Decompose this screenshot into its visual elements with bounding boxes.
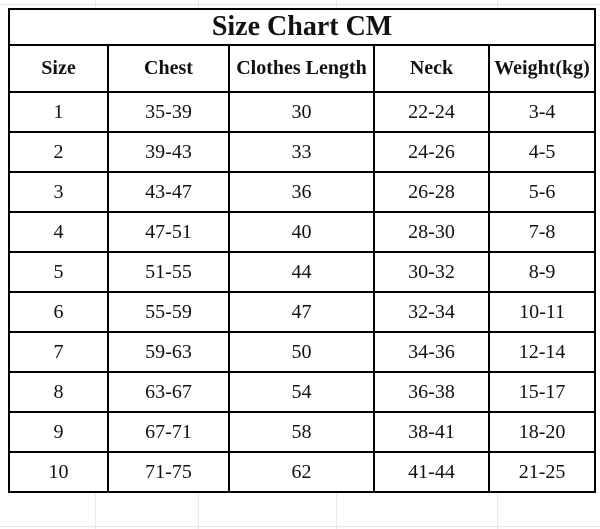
table-cell: 34-36 (373, 331, 490, 373)
header-row: Size Chest Clothes Length Neck Weight(kg) (8, 44, 597, 93)
table-cell: 47 (228, 291, 375, 333)
table-row: 8 63-67 54 36-38 15-17 (8, 371, 597, 413)
table-cell: 22-24 (373, 91, 490, 133)
table-cell: 8-9 (487, 251, 597, 293)
table-cell: 51-55 (107, 251, 230, 293)
table-cell: 47-51 (107, 211, 230, 253)
table-cell: 24-26 (373, 131, 490, 173)
table-cell: 28-30 (373, 211, 490, 253)
column-header-chest: Chest (107, 44, 230, 93)
table-cell: 6 (8, 291, 109, 333)
table-cell: 9 (8, 411, 109, 453)
table-cell: 10 (8, 451, 109, 493)
table-cell: 62 (228, 451, 375, 493)
table-cell: 10-11 (487, 291, 597, 333)
table-cell: 40 (228, 211, 375, 253)
table-cell: 5-6 (487, 171, 597, 213)
column-header-clothes-length: Clothes Length (228, 44, 375, 93)
table-cell: 4 (8, 211, 109, 253)
table-cell: 3 (8, 171, 109, 213)
table-cell: 26-28 (373, 171, 490, 213)
table-cell: 38-41 (373, 411, 490, 453)
size-chart-table: Size Chart CM Size Chest Clothes Length Nec… (7, 8, 597, 493)
column-header-size: Size (8, 44, 109, 93)
table-row: 6 55-59 47 32-34 10-11 (8, 291, 597, 333)
table-cell: 35-39 (107, 91, 230, 133)
table-cell: 71-75 (107, 451, 230, 493)
table-title: Size Chart CM (7, 8, 597, 46)
table-cell: 54 (228, 371, 375, 413)
table-row: 3 43-47 36 26-28 5-6 (8, 171, 597, 213)
background-gridline-horizontal (0, 526, 600, 527)
column-header-weight-kg: Weight(kg) (487, 44, 597, 93)
table-cell: 39-43 (107, 131, 230, 173)
table-row: 10 71-75 62 41-44 21-25 (8, 451, 597, 493)
table-cell: 8 (8, 371, 109, 413)
table-cell: 15-17 (487, 371, 597, 413)
table-cell: 36-38 (373, 371, 490, 413)
table-cell: 30-32 (373, 251, 490, 293)
table-cell: 7-8 (487, 211, 597, 253)
table-cell: 32-34 (373, 291, 490, 333)
column-header-neck: Neck (373, 44, 490, 93)
table-cell: 30 (228, 91, 375, 133)
table-cell: 2 (8, 131, 109, 173)
table-row: 9 67-71 58 38-41 18-20 (8, 411, 597, 453)
table-row: 5 51-55 44 30-32 8-9 (8, 251, 597, 293)
table-cell: 67-71 (107, 411, 230, 453)
table-cell: 1 (8, 91, 109, 133)
table-cell: 41-44 (373, 451, 490, 493)
table-row: 7 59-63 50 34-36 12-14 (8, 331, 597, 373)
table-row: 1 35-39 30 22-24 3-4 (8, 91, 597, 133)
table-cell: 43-47 (107, 171, 230, 213)
table-cell: 5 (8, 251, 109, 293)
table-body: 1 35-39 30 22-24 3-4 2 39-43 33 24-26 4-5 3 43-47 36… (8, 91, 597, 493)
table-cell: 7 (8, 331, 109, 373)
table-cell: 21-25 (487, 451, 597, 493)
table-head: Size Chart CM Size Chest Clothes Length Nec… (7, 8, 597, 93)
title-row: Size Chart CM (7, 8, 597, 46)
table-cell: 18-20 (487, 411, 597, 453)
table-row: 4 47-51 40 28-30 7-8 (8, 211, 597, 253)
background-gridline-horizontal (0, 4, 600, 5)
table-row: 2 39-43 33 24-26 4-5 (8, 131, 597, 173)
table-cell: 50 (228, 331, 375, 373)
table-cell: 4-5 (487, 131, 597, 173)
table-cell: 55-59 (107, 291, 230, 333)
table-cell: 12-14 (487, 331, 597, 373)
table-cell: 59-63 (107, 331, 230, 373)
table-cell: 63-67 (107, 371, 230, 413)
table-cell: 33 (228, 131, 375, 173)
table-cell: 36 (228, 171, 375, 213)
table-cell: 44 (228, 251, 375, 293)
table-cell: 58 (228, 411, 375, 453)
table-cell: 3-4 (487, 91, 597, 133)
